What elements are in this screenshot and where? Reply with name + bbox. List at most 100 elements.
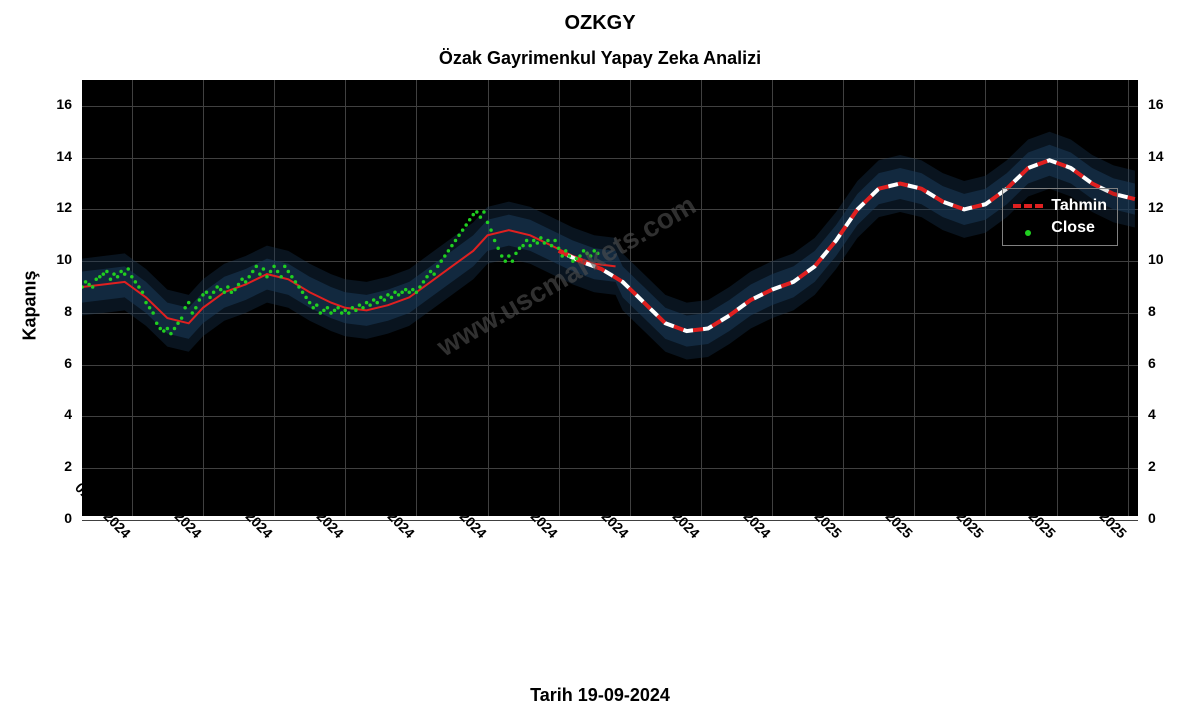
close-point	[301, 290, 305, 294]
close-point	[415, 290, 419, 294]
close-point	[244, 280, 248, 284]
close-point	[191, 311, 195, 315]
close-point	[98, 275, 102, 279]
close-point	[151, 311, 155, 315]
close-point	[514, 252, 518, 256]
close-point	[550, 244, 554, 248]
close-point	[162, 329, 166, 333]
close-point	[450, 244, 454, 248]
close-point	[582, 249, 586, 253]
close-point	[404, 288, 408, 292]
legend-item: Close	[1013, 217, 1107, 239]
y-tick-label-left: 6	[40, 355, 72, 371]
close-point	[94, 278, 98, 282]
close-point	[472, 213, 476, 217]
close-point	[315, 303, 319, 307]
close-point	[575, 257, 579, 261]
close-point	[518, 246, 522, 250]
close-point	[208, 296, 212, 300]
close-point	[361, 306, 365, 310]
legend-item: Tahmin	[1013, 195, 1107, 217]
close-point	[112, 272, 116, 276]
close-point	[553, 239, 557, 243]
close-point	[368, 303, 372, 307]
y-tick-label-right: 14	[1148, 148, 1164, 164]
close-point	[557, 246, 561, 250]
close-point	[141, 290, 145, 294]
close-point	[468, 218, 472, 222]
close-point	[560, 254, 564, 258]
close-point	[258, 272, 262, 276]
close-point	[134, 280, 138, 284]
close-point	[311, 306, 315, 310]
close-point	[592, 249, 596, 253]
y-tick-label-right: 6	[1148, 355, 1156, 371]
close-point	[262, 267, 266, 271]
close-point	[251, 270, 255, 274]
close-point	[84, 280, 88, 284]
y-tick-label-left: 16	[40, 96, 72, 112]
close-point	[304, 296, 308, 300]
close-point	[500, 254, 504, 258]
y-tick-label-left: 2	[40, 458, 72, 474]
close-point	[532, 239, 536, 243]
close-point	[343, 309, 347, 313]
close-point	[269, 270, 273, 274]
close-point	[358, 303, 362, 307]
close-point	[390, 296, 394, 300]
close-point	[322, 309, 326, 313]
confidence-band-outer	[82, 132, 1135, 360]
close-point	[521, 244, 525, 248]
close-point	[546, 239, 550, 243]
close-point	[457, 234, 461, 238]
close-point	[493, 239, 497, 243]
close-point	[130, 275, 134, 279]
close-point	[571, 259, 575, 263]
close-point	[272, 265, 276, 269]
close-point	[109, 278, 113, 282]
close-point	[215, 285, 219, 289]
close-point	[240, 278, 244, 282]
close-point	[372, 298, 376, 302]
close-point	[333, 309, 337, 313]
close-point	[119, 270, 123, 274]
y-tick-label-right: 4	[1148, 406, 1156, 422]
close-point	[340, 311, 344, 315]
close-point	[159, 327, 163, 331]
y-tick-label-left: 4	[40, 406, 72, 422]
close-point	[418, 285, 422, 289]
close-point	[482, 210, 486, 214]
close-point	[230, 290, 234, 294]
close-point	[198, 298, 202, 302]
close-point	[137, 285, 141, 289]
close-point	[255, 265, 258, 269]
chart-container: OZKGY Özak Gayrimenkul Yapay Zeka Analiz…	[0, 0, 1200, 720]
close-point	[276, 270, 280, 274]
close-point	[219, 288, 223, 292]
close-point	[407, 290, 411, 294]
close-point	[536, 241, 540, 245]
close-point	[287, 270, 291, 274]
close-point	[102, 272, 106, 276]
close-point	[336, 306, 340, 310]
close-point	[585, 252, 589, 256]
close-point	[169, 332, 173, 336]
close-point	[194, 306, 198, 310]
close-point	[329, 311, 333, 315]
close-point	[319, 311, 323, 315]
legend-label: Tahmin	[1051, 197, 1107, 215]
plot-area	[80, 78, 1140, 518]
legend-swatch-dot-icon	[1013, 223, 1043, 233]
close-point	[283, 265, 287, 269]
close-point	[411, 288, 415, 292]
close-point	[205, 290, 209, 294]
close-point	[375, 301, 379, 305]
close-point	[351, 306, 355, 310]
close-point	[187, 301, 191, 305]
close-point	[489, 228, 493, 232]
y-tick-label-right: 12	[1148, 199, 1164, 215]
close-point	[265, 275, 269, 279]
close-point	[504, 259, 508, 263]
close-point	[212, 290, 216, 294]
close-point	[233, 288, 237, 292]
